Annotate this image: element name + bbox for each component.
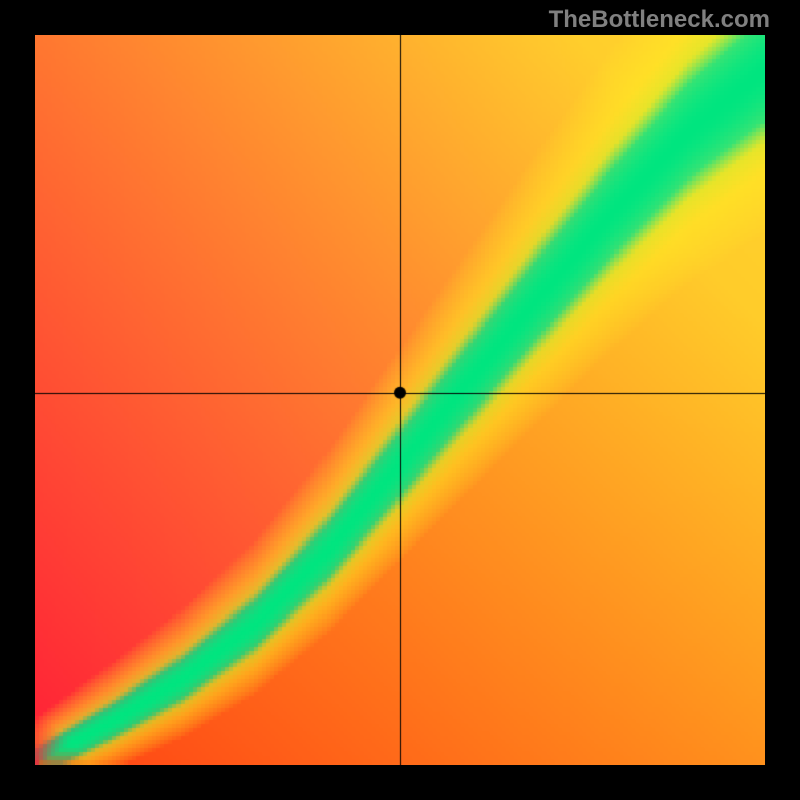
bottleneck-heatmap xyxy=(35,35,765,765)
watermark-text: TheBottleneck.com xyxy=(549,6,770,34)
